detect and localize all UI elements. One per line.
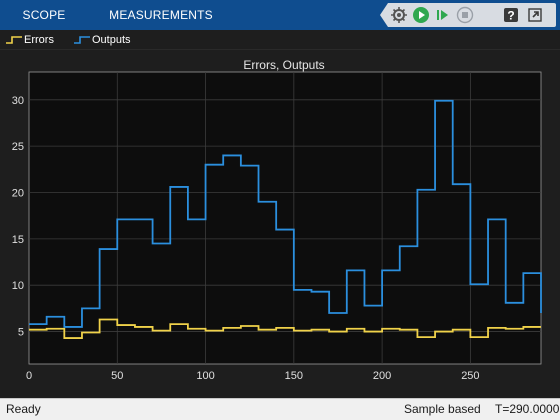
chart: Errors, Outputs 0 50 100 150 200 250 5 10 15 20 25… (12, 58, 542, 382)
series-line-errors (29, 318, 541, 339)
quick-access-toolbar: ? (380, 3, 556, 27)
x-tick-label: 150 (285, 370, 303, 382)
x-tick-label: 50 (111, 370, 123, 382)
scope-plot[interactable]: Errors, Outputs 0 50 100 150 200 250 5 10 15 20 25… (0, 50, 560, 398)
legend-label-errors: Errors (24, 34, 54, 46)
y-tick-label: 30 (12, 95, 24, 107)
x-tick-label: 0 (26, 370, 32, 382)
status-sample-mode: Sample based (404, 402, 481, 416)
svg-text:?: ? (507, 9, 514, 23)
y-tick-label: 10 (12, 280, 24, 292)
help-icon[interactable]: ? (502, 6, 520, 24)
run-icon[interactable] (412, 6, 430, 24)
legend: Errors Outputs (0, 30, 560, 50)
tab-measurements[interactable]: MEASUREMENTS (109, 8, 213, 22)
status-time: T=290.0000 (495, 402, 560, 416)
step-forward-icon[interactable] (434, 6, 452, 24)
outputs-swatch-icon (74, 36, 90, 44)
y-tick-label: 5 (18, 327, 24, 339)
x-tick-label: 250 (461, 370, 479, 382)
series-line-outputs (29, 99, 542, 328)
y-tick-label: 25 (12, 141, 24, 153)
undock-icon[interactable] (526, 6, 544, 24)
legend-label-outputs: Outputs (92, 34, 131, 46)
chart-title: Errors, Outputs (243, 58, 324, 72)
errors-swatch-icon (6, 36, 22, 44)
status-ready: Ready (6, 402, 41, 416)
x-tick-label: 100 (196, 370, 214, 382)
status-bar: Ready Sample based T=290.0000 (0, 398, 560, 420)
y-tick-label: 15 (12, 234, 24, 246)
series-lines (29, 99, 542, 339)
tab-scope[interactable]: SCOPE (22, 8, 66, 22)
settings-icon[interactable] (390, 6, 408, 24)
grid (29, 72, 541, 364)
tick-labels: 0 50 100 150 200 250 5 10 15 20 25 30 (12, 95, 480, 382)
stop-icon[interactable] (456, 6, 474, 24)
axes-area (28, 71, 542, 365)
y-tick-label: 20 (12, 188, 24, 200)
x-tick-label: 200 (373, 370, 391, 382)
toolstrip: SCOPE MEASUREMENTS (0, 0, 560, 30)
